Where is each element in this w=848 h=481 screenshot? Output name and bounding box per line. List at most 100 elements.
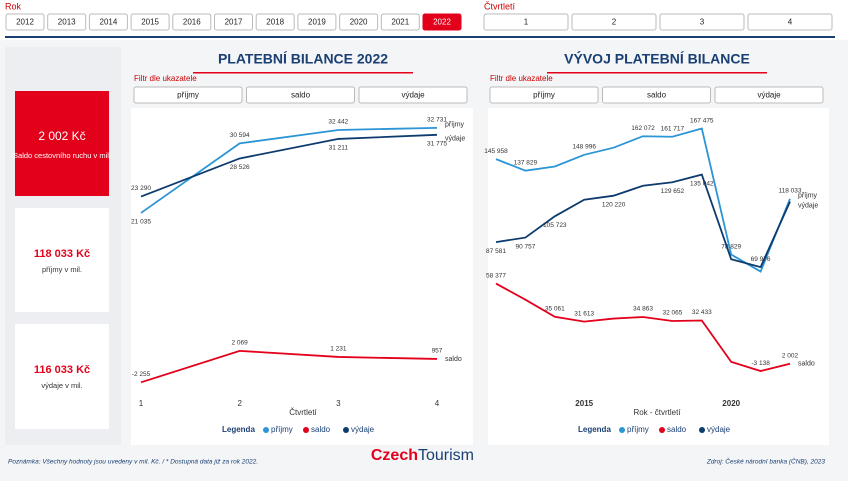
chart-panel	[131, 108, 473, 445]
filter-button-label[interactable]: 4	[788, 18, 793, 27]
filter-button[interactable]	[133, 86, 243, 104]
logo: Czech	[371, 447, 418, 464]
quarter-label: Čtvrtletí	[484, 1, 516, 11]
filter-button-label[interactable]: 2019	[308, 18, 326, 27]
filter-button-label[interactable]: 2013	[58, 18, 76, 27]
filter-button[interactable]	[255, 13, 295, 31]
series-line	[495, 173, 791, 269]
filter-button-label[interactable]: příjmy	[533, 91, 555, 100]
filter-button-label[interactable]: 2022	[433, 18, 451, 27]
data-label: 32 065	[662, 310, 682, 317]
filter-button[interactable]	[339, 13, 379, 31]
filter-button[interactable]	[747, 13, 833, 31]
kpi-value: 118 033 Kč	[34, 248, 90, 260]
legend-swatch	[619, 427, 625, 433]
filter-button[interactable]	[380, 13, 420, 31]
series-line	[495, 282, 791, 372]
kpi-card	[15, 208, 109, 312]
data-label: 30 594	[230, 132, 250, 139]
data-label: 58 377	[486, 272, 506, 279]
filter-button[interactable]	[602, 86, 711, 104]
filter-button[interactable]	[714, 86, 824, 104]
kpi-label: výdaje v mil.	[41, 381, 82, 390]
data-label: 2 002	[782, 352, 799, 359]
legend-swatch	[343, 427, 349, 433]
filter-button[interactable]	[130, 13, 170, 31]
filter-button-label[interactable]: 2015	[141, 18, 159, 27]
data-label: 118 033	[778, 188, 801, 195]
filter-button-label[interactable]: saldo	[647, 91, 667, 100]
title-underline	[193, 72, 413, 74]
filter-button-label[interactable]: 2012	[16, 18, 34, 27]
data-label: 78 829	[721, 243, 741, 250]
legend-label: výdaje	[351, 425, 375, 434]
data-label: 161 717	[661, 125, 685, 132]
kpi-value: 2 002 Kč	[38, 129, 85, 143]
legend-swatch	[303, 427, 309, 433]
filter-button[interactable]	[214, 13, 253, 31]
x-tick-label: 3	[336, 399, 341, 408]
kpi-card	[15, 91, 109, 196]
chart-panel	[488, 108, 829, 445]
data-label: 31 211	[329, 145, 349, 152]
data-label: 32 433	[692, 309, 712, 316]
kpi-value: 116 033 Kč	[34, 364, 90, 376]
filter-button[interactable]	[246, 86, 355, 104]
legend-title: Legenda	[578, 425, 611, 434]
filter-button[interactable]	[172, 13, 212, 31]
filter-button[interactable]	[422, 13, 462, 31]
filter-button-label[interactable]: 1	[524, 18, 529, 27]
data-label: 137 829	[514, 159, 538, 166]
x-tick-label: 2	[237, 399, 242, 408]
filter-button[interactable]	[483, 13, 569, 31]
series-end-label: saldo	[798, 361, 815, 368]
filter-button[interactable]	[47, 13, 87, 31]
series-end-label: výdaje	[445, 136, 465, 143]
chart-title: VÝVOJ PLATEBNÍ BILANCE	[564, 50, 750, 67]
data-label: 120 220	[602, 201, 626, 208]
series-end-label: příjmy	[445, 122, 465, 129]
filter-button-label[interactable]: 2017	[225, 18, 243, 27]
filter-button-label[interactable]: výdaje	[401, 91, 425, 100]
data-label: 32 731	[427, 117, 447, 124]
data-label: 87 581	[486, 248, 506, 255]
series-end-label: příjmy	[798, 193, 818, 200]
data-label: 35 061	[545, 305, 565, 312]
kpi-card	[15, 324, 109, 429]
series-end-label: saldo	[445, 356, 462, 363]
filter-button[interactable]	[5, 13, 45, 31]
filter-button-label[interactable]: 2021	[391, 18, 409, 27]
data-label: 28 526	[230, 164, 250, 171]
filter-button[interactable]	[659, 13, 745, 31]
x-axis-title: Čtvrtletí	[289, 408, 317, 417]
kpi-label: Saldo cestovního ruchu v mil.	[13, 151, 111, 160]
data-label: 2 069	[232, 340, 249, 347]
x-tick-label: 1	[139, 399, 144, 408]
series-line	[495, 127, 791, 273]
data-label: 957	[432, 348, 443, 355]
filter-button[interactable]	[297, 13, 337, 31]
filter-button-label[interactable]: 2	[612, 18, 617, 27]
x-tick-label: 4	[435, 399, 440, 408]
legend-swatch	[263, 427, 269, 433]
data-label: 32 442	[328, 119, 348, 126]
data-label: 90 757	[515, 243, 535, 250]
filter-button[interactable]	[489, 86, 599, 104]
series-end-label: výdaje	[798, 202, 818, 209]
data-label: 21 035	[131, 219, 151, 226]
filter-button-label[interactable]: 2016	[183, 18, 201, 27]
filter-button[interactable]	[571, 13, 657, 31]
year-label: Rok	[5, 1, 22, 11]
filter-button-label[interactable]: 2018	[266, 18, 284, 27]
filter-button[interactable]	[88, 13, 128, 31]
filter-button-label[interactable]: 3	[700, 18, 705, 27]
filter-button-label[interactable]: příjmy	[177, 91, 199, 100]
filter-button-label[interactable]: saldo	[291, 91, 311, 100]
filter-button-label[interactable]: výdaje	[757, 91, 781, 100]
filter-button-label[interactable]: 2020	[350, 18, 368, 27]
filter-button-label[interactable]: 2014	[100, 18, 118, 27]
data-label: 105 723	[543, 222, 567, 229]
legend-label: saldo	[667, 425, 687, 434]
filter-button[interactable]	[358, 86, 468, 104]
